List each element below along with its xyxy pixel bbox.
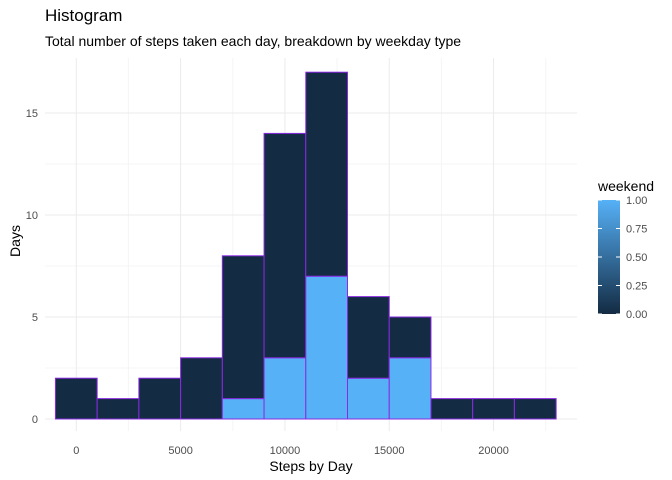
bar-weekday-1 [96,398,140,420]
bar-weekday-3 [180,357,223,420]
legend-title: weekend [597,178,654,194]
legend-colorbar [598,200,620,314]
bar-weekend-8 [388,357,432,420]
x-axis-title: Steps by Day [269,458,352,474]
legend-tick-label: 0.00 [626,309,647,321]
bar-weekday-6 [305,71,349,277]
x-tick-label: 15000 [374,445,405,457]
bar-weekday-9 [430,398,474,420]
bar-weekend-6 [305,275,349,420]
bar-weekday-8 [388,316,432,359]
bar-weekday-11 [513,398,557,420]
chart-subtitle: Total number of steps taken each day, br… [45,33,462,49]
bar-weekday-0 [54,377,98,420]
legend-tick-label: 0.25 [626,281,647,293]
bars [54,71,557,420]
x-axis-ticks: 0 5000 10000 15000 20000 [73,445,509,457]
bar-weekday-5 [263,132,307,359]
legend-tick-label: 0.75 [626,224,647,236]
bar-weekday-2 [138,377,182,420]
bar-weekday-7 [347,296,390,379]
y-tick-label: 5 [32,312,38,324]
bar-weekend-4 [221,398,265,420]
x-tick-label: 0 [73,445,79,457]
y-tick-label: 15 [26,108,38,120]
y-axis-title: Days [7,225,23,257]
x-tick-label: 5000 [168,445,192,457]
x-tick-label: 10000 [270,445,301,457]
bar-weekday-4 [221,255,265,400]
legend-tick-label: 1.00 [626,195,647,207]
bar-weekend-7 [347,377,390,420]
chart-title: Histogram [45,6,123,25]
legend: weekend 1.00 0.75 0.50 0.25 0.00 [597,178,654,321]
bar-weekend-5 [263,357,307,420]
y-tick-label: 10 [26,210,38,222]
bar-weekday-10 [472,398,515,420]
x-tick-label: 20000 [478,445,509,457]
y-axis-ticks: 0 5 10 15 [26,108,38,426]
y-tick-label: 0 [32,414,38,426]
legend-tick-label: 0.50 [626,252,647,264]
